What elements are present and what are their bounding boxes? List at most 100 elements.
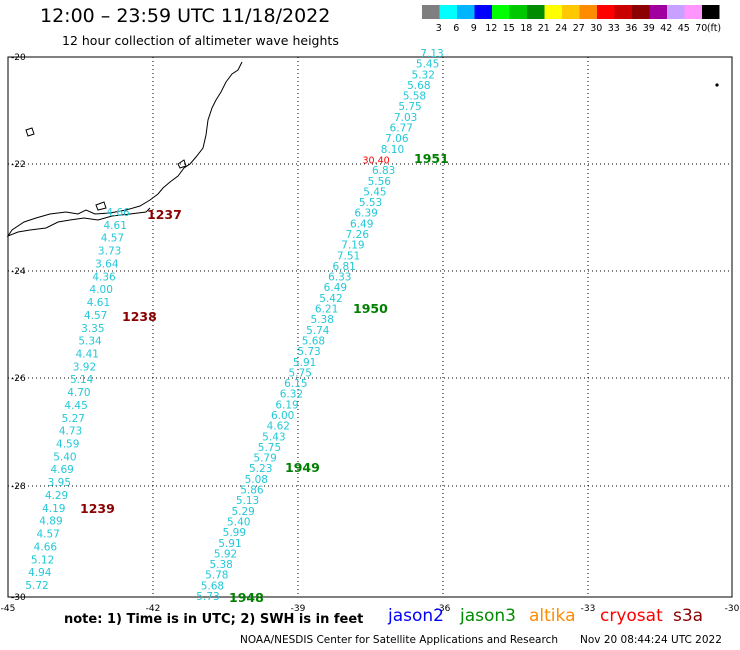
swh-value: 5.23 [249, 463, 272, 475]
swh-value: 4.61 [104, 220, 127, 232]
legend-swatch [509, 5, 527, 19]
swh-value: 5.99 [223, 527, 246, 539]
island-path [95, 201, 107, 211]
legend-swatch [474, 5, 492, 19]
swh-value: 6.15 [284, 378, 307, 390]
swh-value: 4.57 [84, 310, 107, 322]
swh-value: 4.36 [92, 271, 116, 283]
legend-swatch [579, 5, 597, 19]
legend-label: 33 [608, 23, 620, 34]
swh-value: 5.73 [297, 346, 320, 358]
swh-value: 7.03 [394, 112, 417, 124]
timestamp-text: Nov 20 08:44:24 UTC 2022 [580, 634, 722, 646]
pass-time-label: 1949 [285, 460, 320, 475]
lat-lon-grid: -20-22-24-26-28-30-45 -42 -39 -36 -33 -30 [1, 53, 740, 614]
legend-label: 30 [590, 23, 602, 34]
lat-label: -30 [11, 593, 26, 603]
swh-value: 4.57 [101, 233, 124, 245]
legend-swatch [457, 5, 475, 19]
swh-value: 4.70 [67, 387, 90, 399]
lon-label: -39 [291, 604, 306, 614]
legend-label: 39 [643, 23, 655, 34]
swh-value: 5.56 [368, 176, 392, 188]
pass-time-label: 1951 [414, 151, 449, 166]
swh-value: 6.19 [275, 399, 298, 411]
swh-value: 5.68 [302, 335, 325, 347]
swh-value: 6.00 [271, 410, 294, 422]
swh-value: 5.12 [31, 554, 54, 566]
swh-value: 4.45 [64, 400, 87, 412]
swh-value: 7.06 [385, 133, 409, 145]
swh-value: 5.45 [416, 59, 439, 71]
swh-value: 5.91 [218, 538, 241, 550]
legend-label: 18 [520, 23, 532, 34]
swh-value: 6.77 [390, 123, 413, 135]
swh-value: 5.45 [363, 186, 386, 198]
altimeter-tracks: 4.664.614.573.733.644.364.004.614.573.35… [25, 48, 448, 605]
lat-label: -24 [11, 267, 26, 277]
swh-value: 6.49 [350, 218, 373, 230]
swh-value: 7.26 [346, 229, 370, 241]
legend-label: 15 [503, 23, 515, 34]
swh-value: 3.64 [95, 258, 119, 270]
swh-value: 6.33 [328, 272, 351, 284]
swh-value: 4.66 [34, 541, 58, 553]
legend-swatch [667, 5, 685, 19]
swh-value: 5.79 [253, 453, 276, 465]
lon-label: -42 [146, 604, 161, 614]
swh-value: 5.53 [359, 197, 382, 209]
lon-label: -36 [436, 604, 451, 614]
swh-value-highlight: 30.40 [362, 155, 389, 166]
swh-value: 4.89 [39, 516, 62, 528]
swh-value: 5.58 [403, 91, 426, 103]
legend-label: 21 [538, 23, 550, 34]
lat-label: -26 [11, 374, 26, 384]
swh-value: 6.39 [354, 208, 377, 220]
swh-value: 4.73 [59, 426, 82, 438]
swh-value: 5.72 [25, 580, 48, 592]
legend-swatch [544, 5, 562, 19]
swh-value: 4.19 [42, 503, 65, 515]
satellite-s3a: s3a [673, 606, 704, 626]
legend-swatch [527, 5, 545, 19]
swh-value: 5.86 [240, 485, 264, 497]
island-path [25, 127, 35, 137]
legend-label: 24 [555, 23, 567, 34]
island-path [177, 159, 187, 169]
legend-label: 6 [453, 23, 459, 34]
lon-label: -45 [1, 604, 16, 614]
swh-value: 5.42 [319, 293, 342, 305]
color-legend: 3 6 9 12 15 18 21 24 27 30 33 36 39 42 45 70 (ft) [422, 5, 721, 34]
swh-value: 7.13 [420, 48, 443, 60]
swh-value: 5.74 [306, 325, 330, 337]
legend-swatch [649, 5, 667, 19]
legend-swatch [597, 5, 615, 19]
satellite-altika: altika [529, 606, 576, 626]
map-frame [7, 56, 733, 598]
swh-value: 4.41 [76, 348, 99, 360]
swh-value: 5.13 [236, 495, 259, 507]
swh-value: 5.75 [289, 367, 312, 379]
swh-value: 6.49 [324, 282, 347, 294]
swh-value: 4.66 [106, 207, 130, 219]
coastline [6, 61, 243, 238]
legend-label: 42 [660, 23, 672, 34]
satellite-jason2: jason2 [388, 606, 444, 626]
legend-label: 36 [625, 23, 637, 34]
pass-time-label: 1948 [229, 590, 264, 605]
swh-value: 6.83 [372, 165, 395, 177]
swh-value: 5.40 [227, 516, 250, 528]
swh-value: 6.81 [332, 261, 355, 273]
swh-value: 4.94 [28, 567, 52, 579]
legend-unit: (ft) [707, 23, 721, 34]
legend-label: 9 [471, 23, 477, 34]
swh-value: 4.69 [50, 464, 73, 476]
swh-value: 5.38 [209, 559, 232, 571]
legend-label: 3 [436, 23, 442, 34]
pass-time-label: 1237 [147, 207, 182, 222]
swh-value: 7.19 [341, 240, 364, 252]
swh-value: 5.40 [53, 451, 76, 463]
legend-swatch [422, 5, 440, 19]
swh-value: 5.29 [231, 506, 254, 518]
credit-text: NOAA/NESDIS Center for Satellite Applica… [240, 634, 558, 646]
